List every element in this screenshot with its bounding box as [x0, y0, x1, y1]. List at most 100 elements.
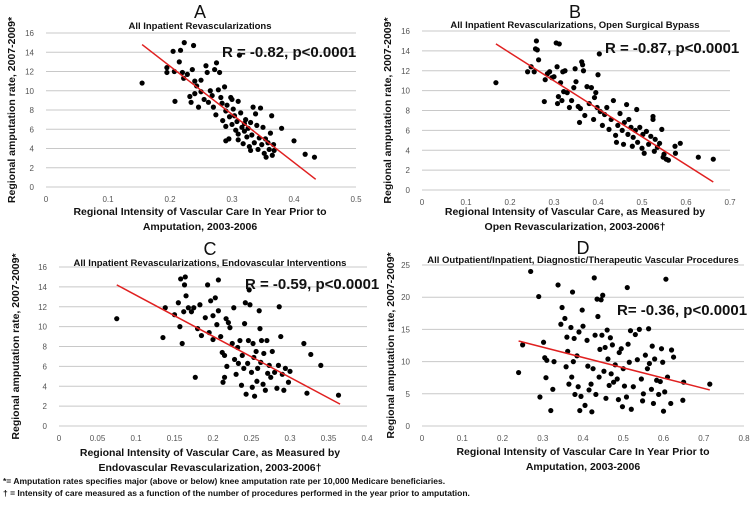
x-tick-label: 0.2: [207, 434, 219, 443]
data-point: [640, 391, 646, 397]
x-axis-label: Amputation, 2003-2006: [143, 221, 258, 233]
data-point: [218, 94, 224, 101]
data-point: [658, 346, 665, 352]
data-point: [606, 126, 612, 132]
data-point: [596, 374, 602, 380]
data-point: [660, 408, 667, 414]
data-point: [588, 381, 594, 387]
data-point: [643, 128, 650, 134]
data-point: [183, 293, 189, 299]
data-point: [584, 337, 590, 343]
data-point: [189, 66, 195, 73]
data-point: [662, 389, 668, 395]
data-point: [177, 324, 183, 330]
data-point: [302, 151, 308, 157]
data-point: [625, 131, 631, 137]
data-point: [618, 346, 624, 352]
data-point: [588, 85, 595, 91]
data-point: [184, 71, 190, 77]
data-point: [657, 140, 663, 146]
regression-line: [518, 340, 710, 391]
data-point: [260, 124, 266, 130]
data-point: [276, 304, 282, 310]
panel-letter: C: [204, 239, 217, 259]
data-point: [548, 407, 554, 414]
data-point: [215, 277, 221, 283]
data-point: [282, 365, 288, 371]
data-point: [304, 390, 310, 396]
data-point: [555, 282, 561, 288]
data-point: [603, 395, 609, 401]
data-point: [179, 69, 185, 76]
data-point: [192, 91, 198, 97]
data-point: [639, 145, 645, 151]
data-point: [220, 117, 226, 124]
data-point: [637, 124, 643, 130]
x-axis-label: Amputation, 2003-2006: [526, 461, 641, 473]
data-point: [182, 274, 188, 280]
x-tick-label: 0.4: [592, 198, 604, 207]
data-point: [615, 122, 621, 129]
x-tick-label: 0.7: [698, 434, 710, 443]
data-point: [257, 105, 264, 111]
data-point: [609, 342, 615, 348]
data-point: [646, 141, 652, 147]
data-point: [629, 143, 635, 149]
data-point: [656, 391, 662, 398]
data-point: [668, 400, 674, 407]
data-point: [253, 348, 259, 355]
data-point: [239, 352, 245, 359]
data-point: [209, 92, 215, 99]
data-point: [255, 365, 261, 371]
panel-letter: B: [569, 2, 581, 22]
data-point: [268, 374, 274, 380]
data-point: [181, 309, 187, 315]
data-point: [590, 366, 596, 372]
data-point: [638, 376, 644, 382]
data-point: [250, 104, 256, 110]
data-point: [595, 72, 601, 78]
data-point: [580, 68, 587, 74]
data-point: [663, 276, 669, 282]
x-tick-label: 0.15: [167, 434, 183, 443]
data-point: [238, 110, 244, 116]
data-point: [220, 379, 226, 385]
data-point: [630, 384, 636, 390]
data-point: [577, 407, 583, 414]
data-point: [613, 139, 620, 145]
data-point: [554, 64, 560, 70]
data-point: [261, 150, 267, 156]
data-point: [238, 382, 245, 388]
data-point: [648, 133, 654, 139]
data-point: [191, 305, 197, 311]
data-point: [230, 106, 236, 112]
x-tick-label: 0.05: [90, 434, 106, 443]
data-point: [591, 94, 598, 101]
data-point: [172, 98, 178, 104]
data-point: [258, 337, 265, 344]
data-point: [247, 302, 253, 308]
data-point: [646, 360, 653, 367]
data-point: [114, 316, 120, 322]
data-point: [591, 116, 597, 123]
data-point: [580, 62, 586, 68]
data-point: [188, 99, 194, 105]
panel-b: 0 2 4 6 8 10 12 14 16 0 0.1 0.2 0.3 0.4 0.5 0.6 0.7 BAll …: [382, 2, 739, 233]
data-point: [555, 93, 562, 100]
y-tick-label: 16: [401, 27, 410, 36]
data-point: [660, 359, 666, 365]
x-axis-label: Regional Intensity of Vascular Care In Y…: [456, 446, 709, 458]
panel-letter: D: [577, 238, 590, 258]
y-tick-label: 20: [401, 293, 410, 302]
data-point: [668, 347, 675, 353]
data-point: [626, 116, 632, 123]
data-point: [164, 69, 170, 76]
data-point: [279, 125, 285, 131]
data-point: [576, 329, 582, 335]
y-tick-label: 14: [25, 48, 34, 57]
data-point: [621, 119, 628, 126]
data-point: [619, 404, 626, 410]
y-tick-label: 0: [43, 422, 48, 431]
data-point: [234, 118, 240, 125]
data-point: [520, 342, 526, 348]
